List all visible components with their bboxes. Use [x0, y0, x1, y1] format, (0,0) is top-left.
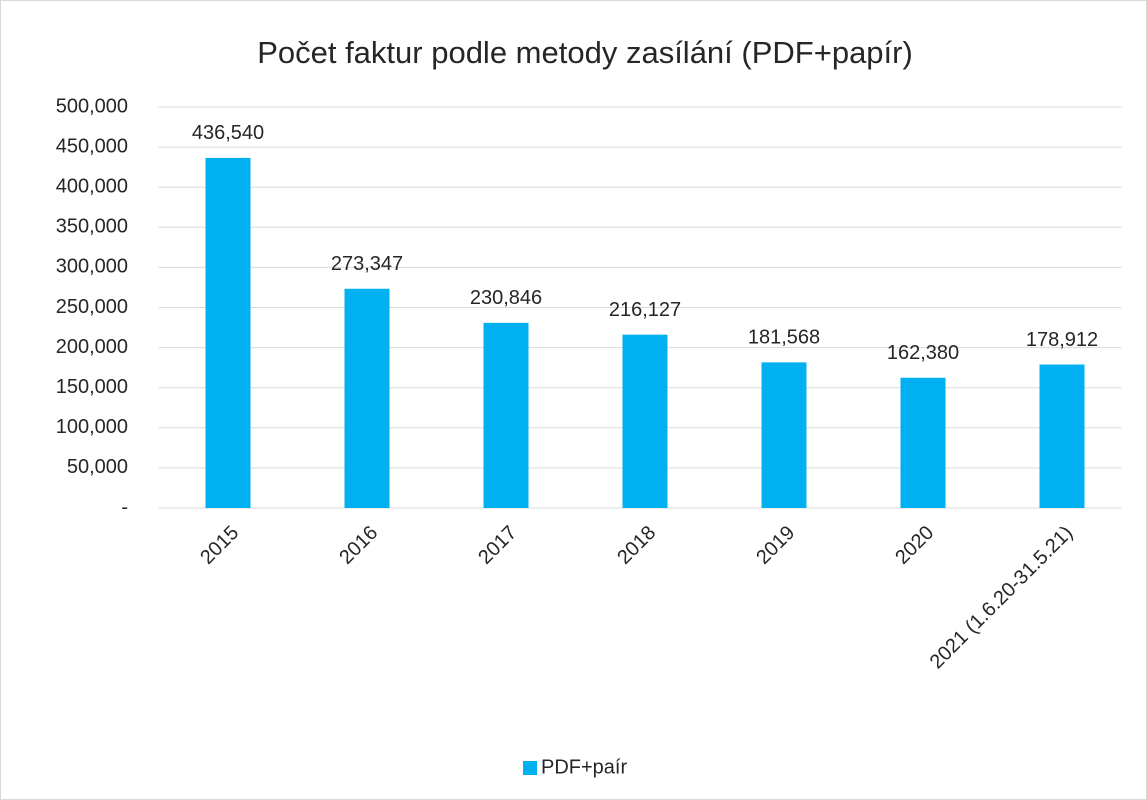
- legend-swatch: [523, 761, 537, 775]
- y-tick-label: 400,000: [56, 175, 128, 197]
- data-label: 230,846: [470, 287, 542, 309]
- y-tick-label: -: [121, 496, 128, 518]
- y-tick-label: 500,000: [56, 95, 128, 117]
- y-tick-label: 200,000: [56, 336, 128, 358]
- y-tick-label: 50,000: [67, 456, 128, 478]
- bar: [622, 334, 668, 508]
- bar: [344, 288, 390, 508]
- data-label: 273,347: [331, 253, 403, 275]
- y-tick-label: 100,000: [56, 416, 128, 438]
- chart-title: Počet faktur podle metody zasílání (PDF+…: [257, 35, 913, 70]
- y-tick-label: 350,000: [56, 216, 128, 238]
- bar: [900, 377, 946, 508]
- data-label: 216,127: [609, 299, 681, 321]
- bar: [205, 157, 251, 509]
- bar: [1039, 364, 1085, 508]
- y-tick-label: 250,000: [56, 296, 128, 318]
- bar: [483, 322, 529, 508]
- data-label: 436,540: [192, 122, 264, 144]
- data-label: 178,912: [1026, 329, 1098, 351]
- y-tick-label: 150,000: [56, 376, 128, 398]
- data-label: 181,568: [748, 327, 820, 349]
- legend-label: PDF+paír: [541, 756, 627, 778]
- data-label: 162,380: [887, 342, 959, 364]
- y-tick-label: 300,000: [56, 256, 128, 278]
- bar: [761, 362, 807, 508]
- y-tick-label: 450,000: [56, 135, 128, 157]
